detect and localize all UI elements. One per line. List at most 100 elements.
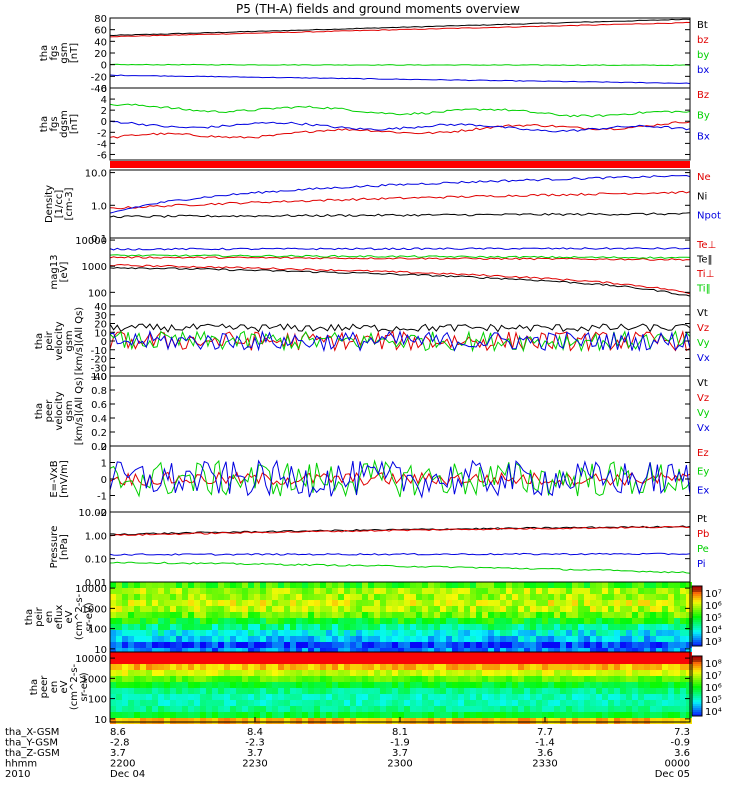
heatmap-cell: [182, 694, 188, 700]
heatmap-cell: [140, 618, 146, 624]
heatmap-cell: [326, 664, 332, 670]
heatmap-cell: [290, 636, 296, 642]
heatmap-cell: [404, 694, 410, 700]
heatmap-cell: [158, 642, 164, 648]
heatmap-cell: [644, 630, 650, 636]
heatmap-cell: [338, 664, 344, 670]
x-tick-value: 2200: [110, 759, 135, 770]
panel-frame: [109, 375, 691, 447]
heatmap-cell: [566, 670, 572, 676]
heatmap-cell: [248, 658, 254, 664]
heatmap-cell: [176, 612, 182, 618]
heatmap-cell: [152, 664, 158, 670]
heatmap-cell: [620, 700, 626, 706]
heatmap-cell: [302, 676, 308, 682]
heatmap-cell: [122, 718, 128, 724]
heatmap-cell: [602, 706, 608, 712]
heatmap-cell: [278, 618, 284, 624]
heatmap-cell: [308, 588, 314, 594]
heatmap-cell: [116, 648, 122, 654]
heatmap-cell: [122, 594, 128, 600]
heatmap-cell: [536, 700, 542, 706]
heatmap-cell: [266, 582, 272, 588]
colorbar-step: [692, 604, 702, 607]
series-line-Bt: [109, 18, 691, 37]
heatmap-cell: [170, 694, 176, 700]
heatmap-cell: [578, 688, 584, 694]
heatmap-cell: [668, 582, 674, 588]
heatmap-cell: [584, 636, 590, 642]
heatmap-cell: [446, 606, 452, 612]
heatmap-cell: [218, 670, 224, 676]
heatmap-cell: [668, 642, 674, 648]
heatmap-cell: [260, 618, 266, 624]
heatmap-cell: [260, 700, 266, 706]
heatmap-cell: [272, 636, 278, 642]
heatmap-cell: [260, 600, 266, 606]
heatmap-cell: [398, 618, 404, 624]
series-line-Te⊥: [109, 263, 691, 295]
heatmap-cell: [128, 630, 134, 636]
heatmap-cell: [596, 658, 602, 664]
heatmap-cell: [230, 658, 236, 664]
heatmap-cell: [518, 658, 524, 664]
colorbar-step: [692, 714, 702, 717]
heatmap-cell: [278, 664, 284, 670]
heatmap-cell: [554, 624, 560, 630]
heatmap-cell: [200, 658, 206, 664]
heatmap-cell: [200, 652, 206, 658]
heatmap-cell: [680, 652, 686, 658]
heatmap-cell: [254, 642, 260, 648]
heatmap-cell: [542, 706, 548, 712]
heatmap-cell: [194, 718, 200, 724]
heatmap-cell: [620, 706, 626, 712]
heatmap-cell: [626, 658, 632, 664]
heatmap-cell: [272, 658, 278, 664]
heatmap-cell: [218, 642, 224, 648]
heatmap-cell: [308, 594, 314, 600]
heatmap-cell: [422, 694, 428, 700]
y-label-line: fgs: [49, 116, 60, 131]
heatmap-cell: [182, 612, 188, 618]
heatmap-cell: [350, 588, 356, 594]
legend-entry: Vt: [697, 378, 708, 389]
x-tick-value: -1.4: [535, 738, 555, 749]
heatmap-cell: [350, 612, 356, 618]
heatmap-cell: [464, 588, 470, 594]
heatmap-cell: [428, 588, 434, 594]
heatmap-cell: [404, 618, 410, 624]
heatmap-cell: [494, 648, 500, 654]
heatmap-cell: [668, 624, 674, 630]
heatmap-cell: [146, 652, 152, 658]
x-axis-table: tha_X-GSMtha_Y-GSMtha_Z-GSMhhmm20108.6-2…: [5, 717, 691, 780]
heatmap-cell: [530, 582, 536, 588]
x-row-label: hhmm: [5, 759, 37, 770]
heatmap-cell: [380, 694, 386, 700]
heatmap-cell: [650, 618, 656, 624]
heatmap-cell: [686, 712, 692, 718]
heatmap-cell: [596, 624, 602, 630]
heatmap-cell: [416, 664, 422, 670]
heatmap-cell: [218, 588, 224, 594]
heatmap-cell: [176, 606, 182, 612]
heatmap-cell: [320, 582, 326, 588]
heatmap-cell: [344, 582, 350, 588]
heatmap-cell: [386, 618, 392, 624]
heatmap-cell: [314, 682, 320, 688]
heatmap-cell: [428, 624, 434, 630]
heatmap-cell: [302, 612, 308, 618]
heatmap-cell: [422, 718, 428, 724]
legend-entry: Pt: [697, 514, 707, 525]
legend-entry: Vy: [697, 408, 710, 419]
heatmap-cell: [158, 582, 164, 588]
heatmap-cell: [182, 700, 188, 706]
heatmap-cell: [596, 670, 602, 676]
heatmap-cell: [338, 594, 344, 600]
heatmap-cell: [152, 694, 158, 700]
y-tick-label: 0: [101, 475, 107, 486]
heatmap-cell: [320, 670, 326, 676]
heatmap-cell: [494, 600, 500, 606]
heatmap-cell: [650, 694, 656, 700]
heatmap-cell: [638, 606, 644, 612]
